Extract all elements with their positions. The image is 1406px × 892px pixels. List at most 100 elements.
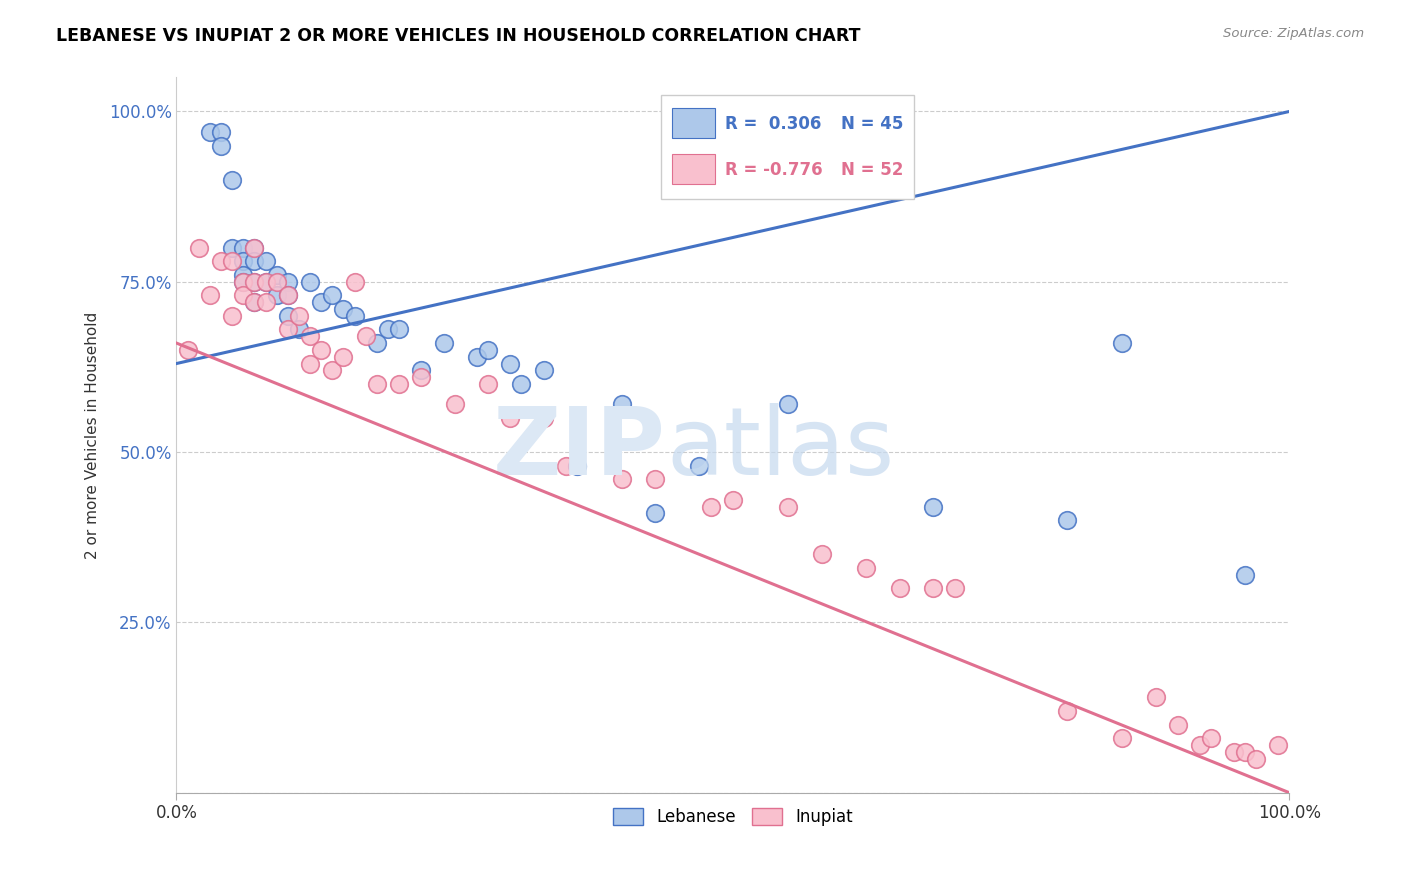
Y-axis label: 2 or more Vehicles in Household: 2 or more Vehicles in Household — [86, 311, 100, 558]
Point — [1189, 738, 1212, 752]
Point — [277, 275, 299, 289]
Point — [209, 125, 232, 139]
Point — [243, 275, 266, 289]
Point — [332, 350, 354, 364]
Point — [644, 472, 666, 486]
Point — [277, 322, 299, 336]
Point — [388, 322, 411, 336]
Point — [187, 241, 209, 255]
Point — [721, 492, 744, 507]
Point — [411, 370, 433, 384]
Point — [778, 397, 800, 411]
Point — [644, 507, 666, 521]
Point — [221, 172, 243, 186]
Point — [945, 582, 967, 596]
Point — [309, 343, 332, 357]
Point — [266, 288, 288, 302]
Point — [243, 275, 266, 289]
Point — [321, 363, 343, 377]
Point — [309, 295, 332, 310]
Point — [555, 458, 578, 473]
Point — [298, 329, 321, 343]
Point — [298, 357, 321, 371]
Point — [510, 376, 533, 391]
Text: N = 52: N = 52 — [841, 161, 903, 178]
Point — [1233, 745, 1256, 759]
Point — [1267, 738, 1289, 752]
Point — [533, 411, 555, 425]
Point — [1201, 731, 1223, 746]
Point — [288, 309, 311, 323]
Point — [699, 500, 721, 514]
Point — [232, 254, 254, 268]
FancyBboxPatch shape — [672, 108, 716, 138]
FancyBboxPatch shape — [672, 154, 716, 184]
Point — [343, 275, 366, 289]
Text: ZIP: ZIP — [494, 403, 666, 495]
Point — [610, 397, 633, 411]
Point — [1233, 567, 1256, 582]
Point — [277, 288, 299, 302]
Point — [198, 125, 221, 139]
Point — [411, 363, 433, 377]
Text: R = -0.776: R = -0.776 — [725, 161, 823, 178]
Point — [889, 582, 911, 596]
Point — [266, 275, 288, 289]
Legend: Lebanese, Inupiat: Lebanese, Inupiat — [605, 799, 862, 834]
Point — [533, 363, 555, 377]
Point — [277, 309, 299, 323]
Point — [922, 500, 945, 514]
Point — [254, 295, 277, 310]
Point — [565, 458, 588, 473]
Point — [298, 275, 321, 289]
Point — [209, 138, 232, 153]
FancyBboxPatch shape — [661, 95, 914, 199]
Point — [610, 472, 633, 486]
Point — [221, 241, 243, 255]
Point — [354, 329, 377, 343]
Point — [243, 254, 266, 268]
Point — [243, 241, 266, 255]
Point — [221, 254, 243, 268]
Point — [198, 288, 221, 302]
Point — [377, 322, 399, 336]
Point — [388, 376, 411, 391]
Point — [499, 357, 522, 371]
Point — [243, 295, 266, 310]
Point — [1111, 336, 1133, 351]
Point — [477, 376, 499, 391]
Point — [232, 268, 254, 282]
Point — [499, 411, 522, 425]
Text: LEBANESE VS INUPIAT 2 OR MORE VEHICLES IN HOUSEHOLD CORRELATION CHART: LEBANESE VS INUPIAT 2 OR MORE VEHICLES I… — [56, 27, 860, 45]
Point — [432, 336, 454, 351]
Point — [232, 288, 254, 302]
Point — [321, 288, 343, 302]
Point — [254, 275, 277, 289]
Point — [266, 268, 288, 282]
Point — [1111, 731, 1133, 746]
Point — [778, 500, 800, 514]
Point — [477, 343, 499, 357]
Text: R =  0.306: R = 0.306 — [725, 115, 821, 133]
Point — [288, 322, 311, 336]
Point — [366, 376, 388, 391]
Point — [1056, 513, 1078, 527]
Point — [232, 275, 254, 289]
Point — [1222, 745, 1244, 759]
Point — [855, 561, 877, 575]
Point — [243, 295, 266, 310]
Point — [232, 241, 254, 255]
Point — [221, 309, 243, 323]
Text: atlas: atlas — [666, 403, 894, 495]
Point — [443, 397, 465, 411]
Point — [922, 582, 945, 596]
Point — [1167, 717, 1189, 731]
Point — [343, 309, 366, 323]
Point — [243, 241, 266, 255]
Point — [176, 343, 198, 357]
Point — [688, 458, 710, 473]
Point — [1144, 690, 1167, 705]
Point — [232, 275, 254, 289]
Point — [1244, 751, 1267, 765]
Text: Source: ZipAtlas.com: Source: ZipAtlas.com — [1223, 27, 1364, 40]
